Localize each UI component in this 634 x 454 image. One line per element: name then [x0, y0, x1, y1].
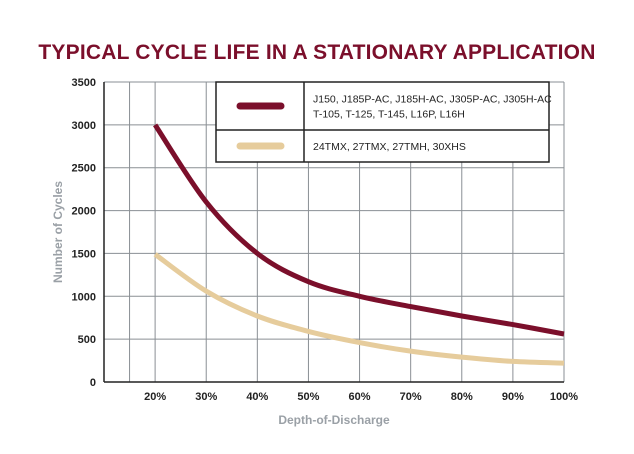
x-tick-label: 50% [297, 391, 319, 403]
x-tick-label: 70% [400, 391, 422, 403]
y-tick-label: 1500 [72, 248, 96, 260]
legend-label-2: 24TMX, 27TMX, 27TMH, 30XHS [313, 141, 466, 153]
series-lines [153, 123, 565, 366]
x-tick-label: 30% [195, 391, 217, 403]
y-tick-label: 2500 [72, 163, 96, 175]
y-tick-label: 1000 [72, 291, 96, 303]
y-tick-label: 3500 [72, 77, 96, 89]
axes [103, 82, 564, 383]
series-line-1 [153, 123, 565, 337]
x-tick-label: 80% [451, 391, 473, 403]
y-tick-label: 2000 [72, 206, 96, 218]
x-tick-label: 40% [246, 391, 268, 403]
y-tick-labels: 0 500 1000 1500 2000 2500 3000 3500 [72, 77, 96, 389]
legend: J150, J185P-AC, J185H-AC, J305P-AC, J305… [215, 81, 552, 163]
x-axis-label: Depth-of-Discharge [278, 413, 390, 427]
x-tick-label: 20% [144, 391, 166, 403]
chart-title: TYPICAL CYCLE LIFE IN A STATIONARY APPLI… [38, 41, 596, 64]
x-tick-label: 100% [550, 391, 578, 403]
y-tick-label: 0 [90, 377, 96, 389]
y-tick-label: 500 [78, 334, 96, 346]
y-tick-label: 3000 [72, 120, 96, 132]
x-tick-labels: 20% 30% 40% 50% 60% 70% 80% 90% 100% [144, 391, 578, 403]
x-tick-label: 60% [349, 391, 371, 403]
x-tick-label: 90% [502, 391, 524, 403]
legend-label-1: T-105, T-125, T-145, L16P, L16H [313, 109, 465, 121]
legend-label-1: J150, J185P-AC, J185H-AC, J305P-AC, J305… [313, 94, 552, 106]
y-axis-label: Number of Cycles [51, 181, 65, 283]
series-line-2 [153, 252, 565, 366]
